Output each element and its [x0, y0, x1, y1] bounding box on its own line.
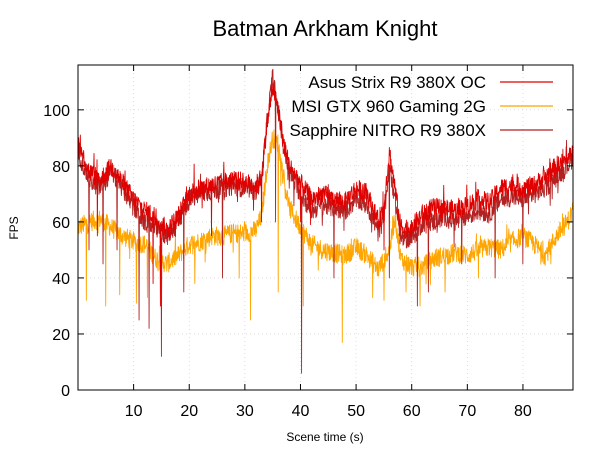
x-tick-label: 50: [347, 403, 365, 420]
y-tick-label: 40: [52, 271, 70, 288]
x-tick-label: 10: [125, 403, 143, 420]
series-line-2: [77, 68, 574, 374]
y-tick-label: 60: [52, 215, 70, 232]
legend: Asus Strix R9 380X OC MSI GTX 960 Gaming …: [289, 73, 553, 140]
legend-label: MSI GTX 960 Gaming 2G: [291, 97, 486, 116]
plot-frame: [77, 64, 574, 391]
legend-label: Sapphire NITRO R9 380X: [289, 121, 486, 140]
y-tick-label: 20: [52, 327, 70, 344]
series-line-0: [77, 82, 574, 307]
legend-label: Asus Strix R9 380X OC: [308, 73, 486, 92]
x-axis-label: Scene time (s): [286, 430, 363, 444]
x-tick-label: 80: [514, 403, 532, 420]
series-line-1: [77, 129, 574, 343]
x-tick-label: 60: [403, 403, 421, 420]
y-tick-label: 0: [61, 383, 70, 400]
y-axis-label: FPS: [7, 216, 21, 239]
axis-ticks: 0 20 40 60 80 100 10 20 30 40 50 60 70 80: [43, 65, 573, 420]
x-tick-label: 40: [292, 403, 310, 420]
series-layer: [77, 68, 574, 374]
y-tick-label: 100: [43, 103, 70, 120]
y-tick-label: 80: [52, 159, 70, 176]
chart-title: Batman Arkham Knight: [212, 16, 437, 41]
x-tick-label: 20: [180, 403, 198, 420]
x-tick-label: 70: [458, 403, 476, 420]
grid: [78, 65, 573, 390]
x-tick-label: 30: [236, 403, 254, 420]
